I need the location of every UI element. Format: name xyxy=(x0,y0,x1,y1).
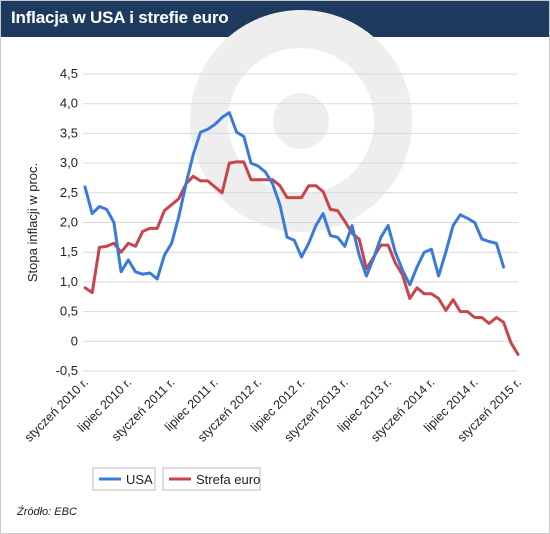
y-tick-label: 2,0 xyxy=(60,215,78,230)
legend-item-euro: Strefa euro xyxy=(162,467,261,491)
watermark-ring xyxy=(190,10,412,232)
y-tick-label: 1,5 xyxy=(60,244,78,259)
y-tick-label: 2,5 xyxy=(60,185,78,200)
series-line-usa xyxy=(83,111,506,287)
y-tick-label: 0,5 xyxy=(60,304,78,319)
x-axis: styczeń 2010 r.lipiec 2010 r.styczeń 201… xyxy=(22,375,524,444)
y-tick-label: 0 xyxy=(71,333,78,348)
y-axis-label: Stopa inflacji w proc. xyxy=(25,163,40,282)
x-tick-label: styczeń 2010 r. xyxy=(22,375,91,444)
legend-label: USA xyxy=(126,472,153,487)
chart-title: Inflacja w USA i strefie euro xyxy=(11,8,229,27)
y-tick-label: 3,0 xyxy=(60,155,78,170)
legend-box xyxy=(92,467,156,491)
grid-lines xyxy=(83,73,518,372)
legend-label: Strefa euro xyxy=(196,472,260,487)
legend: USA Strefa euro xyxy=(92,467,261,491)
y-tick-label: 4,5 xyxy=(60,66,78,81)
watermark-dot xyxy=(273,93,329,149)
source-note: Źródło: EBC xyxy=(17,506,77,518)
watermark-logo xyxy=(190,10,412,232)
legend-box xyxy=(162,467,261,491)
legend-item-usa: USA xyxy=(92,467,156,491)
y-tick-label: -0,5 xyxy=(56,363,78,378)
series-lines xyxy=(83,111,520,356)
y-axis: -0,5 0 0,5 1,0 1,5 2,0 2,5 3,0 3,5 4,0 4,5 xyxy=(56,66,78,378)
series-line-euro xyxy=(83,160,520,356)
y-tick-label: 3,5 xyxy=(60,125,78,140)
y-tick-label: 1,0 xyxy=(60,274,78,289)
y-tick-label: 4,0 xyxy=(60,96,78,111)
